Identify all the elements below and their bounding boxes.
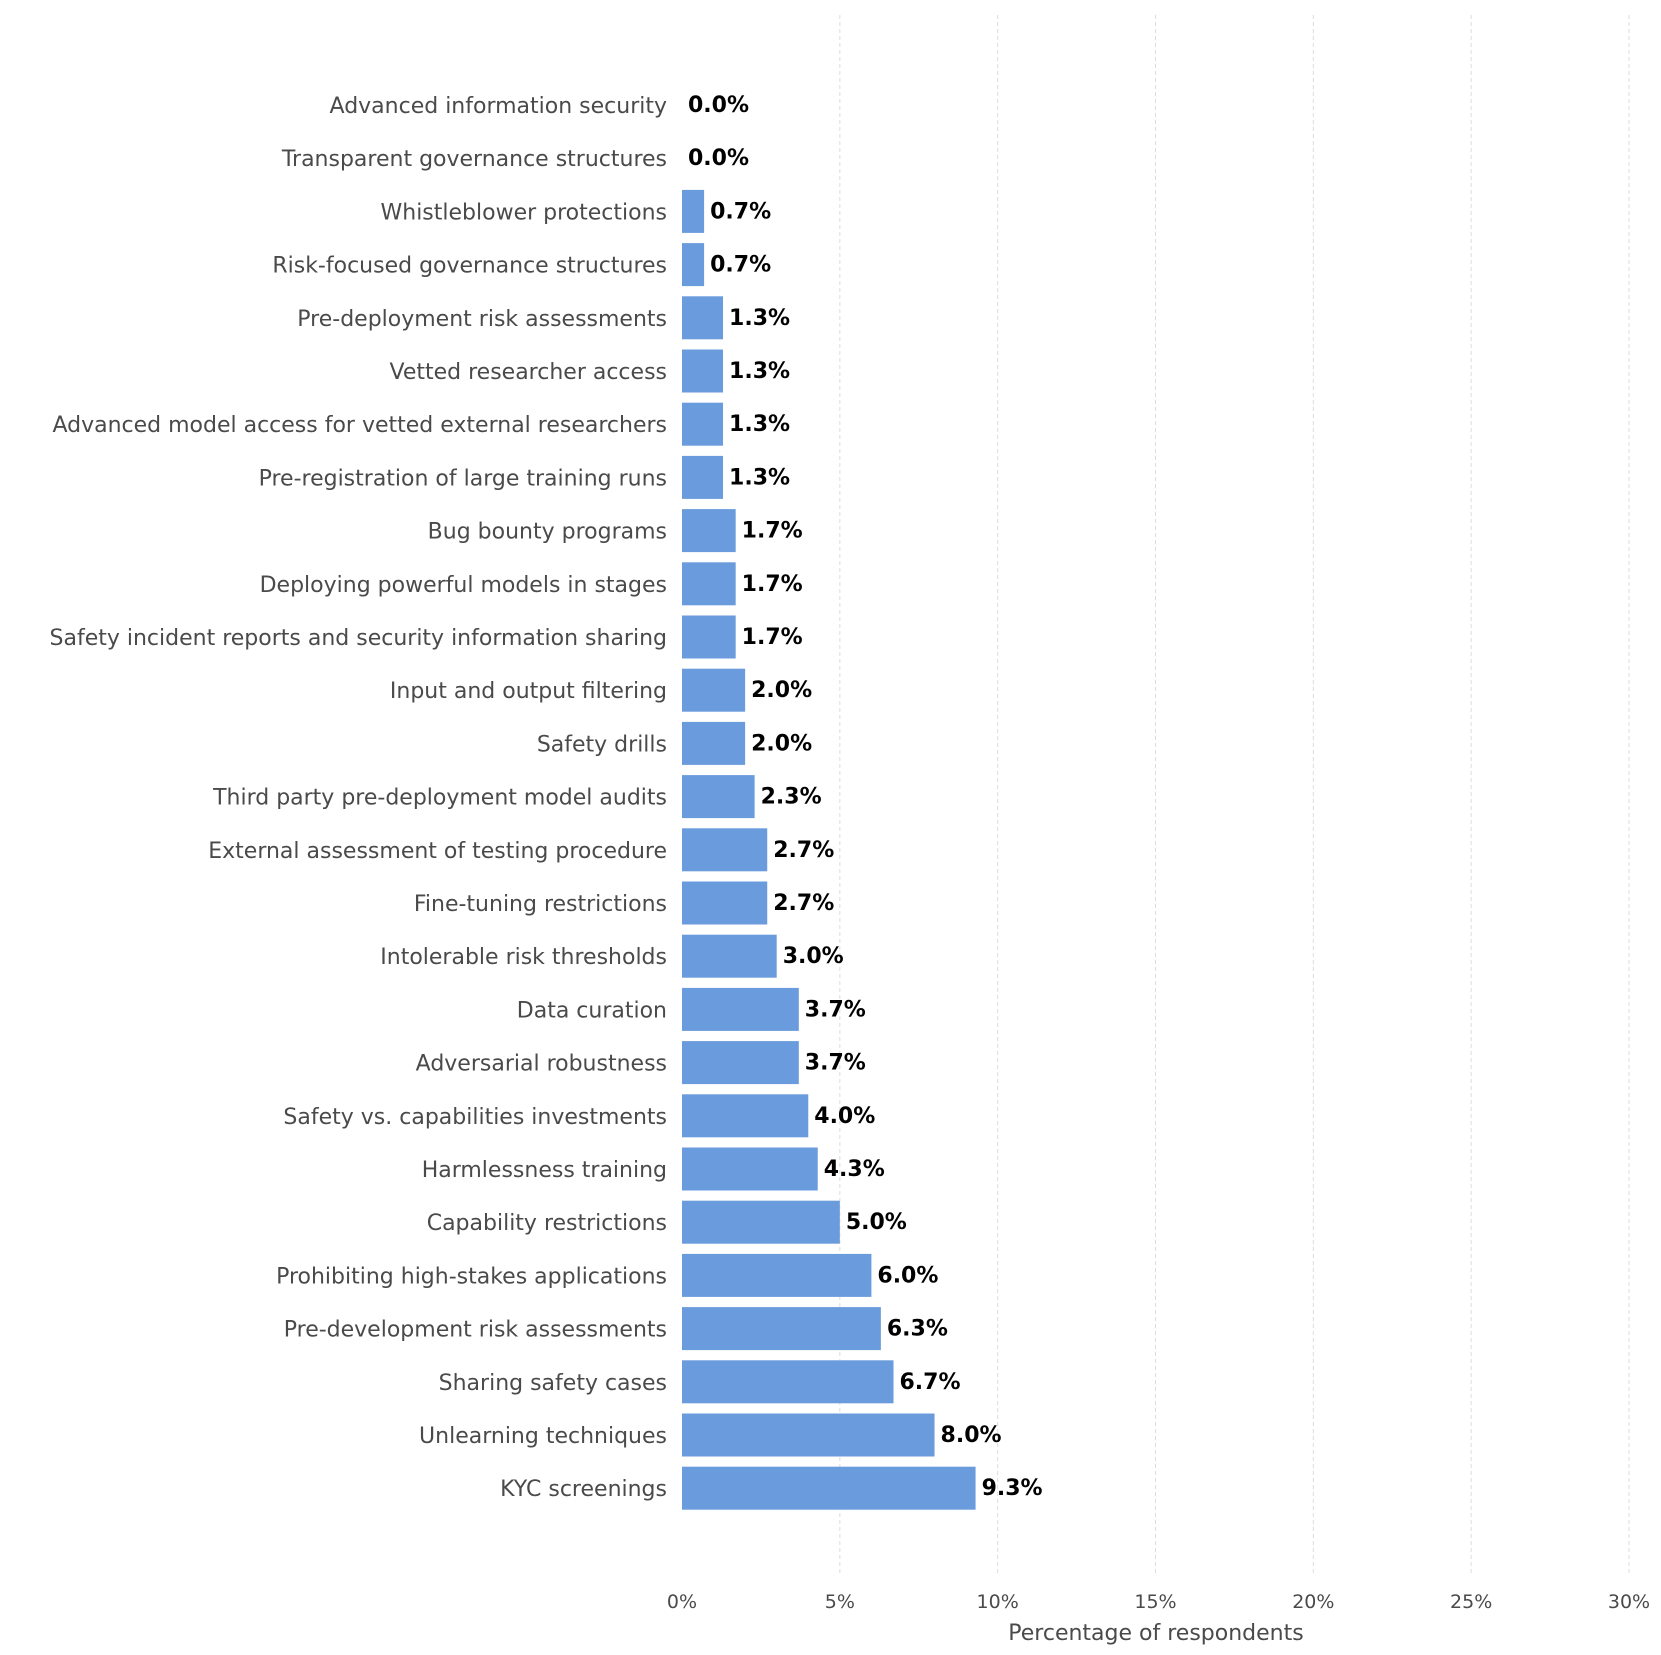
category-label: Pre-deployment risk assessments	[297, 307, 667, 332]
bar	[682, 402, 724, 446]
category-label: Risk-focused governance structures	[272, 254, 667, 279]
value-label: 2.7%	[773, 838, 834, 863]
value-label: 1.7%	[742, 572, 803, 597]
bars	[682, 189, 976, 1510]
x-tick-label: 5%	[825, 1591, 855, 1613]
category-label: Adversarial robustness	[416, 1052, 667, 1077]
value-label: 8.0%	[941, 1423, 1002, 1448]
value-label: 1.3%	[729, 306, 790, 331]
value-label: 0.7%	[710, 199, 771, 224]
bar	[682, 934, 777, 978]
value-label: 9.3%	[982, 1476, 1043, 1501]
category-label: Pre-development risk assessments	[284, 1318, 667, 1343]
bar	[682, 775, 755, 819]
category-label: Transparent governance structures	[281, 147, 667, 172]
x-tick-label: 20%	[1292, 1591, 1334, 1613]
category-label: Safety incident reports and security inf…	[50, 626, 667, 651]
value-label: 3.7%	[805, 1051, 866, 1076]
x-tick-label: 25%	[1450, 1591, 1492, 1613]
bar	[682, 615, 736, 659]
category-label: Pre-registration of large training runs	[259, 466, 667, 491]
bar	[682, 1360, 894, 1404]
bar	[682, 243, 705, 287]
category-label: Advanced information security	[330, 94, 667, 119]
value-label: 1.3%	[729, 412, 790, 437]
bar	[682, 349, 724, 393]
value-label: 4.3%	[824, 1157, 885, 1182]
category-label: Fine-tuning restrictions	[414, 892, 667, 917]
category-label: Deploying powerful models in stages	[260, 573, 667, 598]
category-label: Input and output filtering	[390, 679, 667, 704]
category-label: Unlearning techniques	[419, 1424, 667, 1449]
bar	[682, 1466, 976, 1510]
category-label: Whistleblower protections	[381, 200, 668, 225]
bar	[682, 562, 736, 606]
value-label: 6.7%	[899, 1370, 960, 1395]
category-label: Capability restrictions	[427, 1211, 667, 1236]
category-label: Data curation	[517, 998, 667, 1023]
value-label: 4.0%	[814, 1104, 875, 1129]
category-label: Third party pre-deployment model audits	[212, 786, 667, 811]
category-label: Prohibiting high-stakes applications	[276, 1264, 667, 1289]
value-label: 6.0%	[877, 1263, 938, 1288]
category-label: Safety vs. capabilities investments	[283, 1105, 667, 1130]
x-axis-title: Percentage of respondents	[1008, 1621, 1303, 1646]
category-labels: Advanced information security Transparent…	[50, 94, 667, 1502]
value-label: 1.7%	[742, 519, 803, 544]
value-label: 1.3%	[729, 359, 790, 384]
value-label: 3.7%	[805, 997, 866, 1022]
category-label: Vetted researcher access	[389, 360, 667, 385]
bar	[682, 1200, 840, 1244]
category-label: Advanced model access for vetted externa…	[52, 413, 667, 438]
bar	[682, 455, 724, 499]
category-label: KYC screenings	[500, 1477, 667, 1502]
value-label: 1.7%	[742, 625, 803, 650]
x-tick-label: 10%	[977, 1591, 1019, 1613]
category-label: Bug bounty programs	[428, 520, 667, 545]
category-label: Safety drills	[537, 732, 667, 757]
x-axis-ticks: 0% 5% 10% 15% 20% 25% 30%	[667, 1591, 1650, 1613]
value-label: 0.7%	[710, 253, 771, 278]
value-label: 5.0%	[846, 1210, 907, 1235]
value-label: 2.0%	[751, 678, 812, 703]
bar	[682, 1307, 881, 1351]
grid-lines	[839, 15, 1630, 1575]
category-label: External assessment of testing procedure	[208, 839, 667, 864]
bar	[682, 296, 724, 340]
x-tick-label: 30%	[1608, 1591, 1650, 1613]
bar	[682, 1413, 935, 1457]
value-label: 2.0%	[751, 731, 812, 756]
value-label: 0.0%	[688, 93, 749, 118]
bar	[682, 1147, 818, 1191]
category-label: Intolerable risk thresholds	[380, 945, 667, 970]
bar	[682, 189, 705, 233]
value-label: 1.3%	[729, 465, 790, 490]
bar	[682, 509, 736, 553]
bar	[682, 668, 746, 712]
category-label: Sharing safety cases	[439, 1371, 667, 1396]
value-label: 6.3%	[887, 1317, 948, 1342]
value-label: 2.3%	[761, 785, 822, 810]
value-labels: 0.0% 0.0% 0.7% 0.7% 1.3% 1.3% 1.3% 1.3% 1.7% 1.7%…	[688, 93, 1043, 1501]
x-tick-label: 0%	[667, 1591, 697, 1613]
bar	[682, 881, 768, 925]
bar	[682, 1253, 872, 1297]
bar	[682, 1041, 799, 1085]
value-label: 0.0%	[688, 146, 749, 171]
bar	[682, 721, 746, 765]
bar	[682, 828, 768, 872]
bar	[682, 987, 799, 1031]
x-tick-label: 15%	[1134, 1591, 1176, 1613]
category-label: Harmlessness training	[422, 1158, 667, 1183]
value-label: 2.7%	[773, 891, 834, 916]
bar	[682, 1094, 809, 1138]
value-label: 3.0%	[783, 944, 844, 969]
